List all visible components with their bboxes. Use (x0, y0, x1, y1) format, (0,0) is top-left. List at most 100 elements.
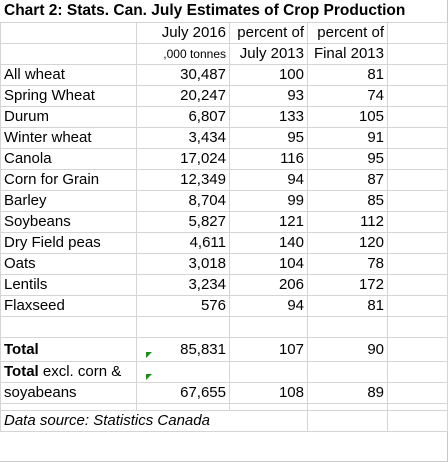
header-cell[interactable]: Final 2013 (307, 43, 388, 65)
tonnes-cell[interactable]: 5,827 (136, 211, 230, 233)
crop-name-cell[interactable]: Soybeans (0, 211, 137, 233)
pct-july-2013-cell[interactable]: 104 (229, 253, 308, 275)
total-excl-label[interactable]: Total excl. corn & (0, 361, 137, 383)
empty-cell[interactable] (307, 361, 388, 383)
comment-indicator-icon[interactable] (146, 374, 152, 380)
empty-cell[interactable] (387, 190, 448, 212)
total-pct-july[interactable]: 107 (229, 337, 308, 362)
pct-july-2013-cell[interactable]: 94 (229, 295, 308, 317)
crop-name-cell[interactable]: Lentils (0, 274, 137, 296)
empty-cell[interactable] (387, 253, 448, 275)
pct-final-2013-cell[interactable]: 91 (307, 127, 388, 149)
total-excl-label-line2[interactable]: soyabeans (0, 382, 137, 404)
pct-july-2013-cell[interactable]: 95 (229, 127, 308, 149)
pct-july-2013-cell[interactable]: 121 (229, 211, 308, 233)
empty-cell[interactable] (307, 403, 388, 411)
total-excl-pct-final[interactable]: 89 (307, 382, 388, 404)
tonnes-cell[interactable]: 6,807 (136, 106, 230, 128)
pct-final-2013-cell[interactable]: 81 (307, 295, 388, 317)
empty-cell[interactable] (387, 295, 448, 317)
data-source-note[interactable]: Data source: Statistics Canada (0, 410, 308, 432)
tonnes-cell[interactable]: 17,024 (136, 148, 230, 170)
empty-cell[interactable] (387, 169, 448, 191)
crop-name-cell[interactable]: All wheat (0, 64, 137, 86)
comment-indicator-icon[interactable] (146, 352, 152, 358)
empty-cell[interactable] (229, 316, 308, 338)
tonnes-cell[interactable]: 30,487 (136, 64, 230, 86)
table-row: Winter wheat 3,434 95 91 (0, 127, 448, 149)
pct-final-2013-cell[interactable]: 85 (307, 190, 388, 212)
empty-cell[interactable] (136, 403, 230, 411)
pct-final-2013-cell[interactable]: 81 (307, 64, 388, 86)
crop-name-cell[interactable]: Spring Wheat (0, 85, 137, 107)
tonnes-cell[interactable]: 3,234 (136, 274, 230, 296)
empty-cell[interactable] (0, 316, 137, 338)
crop-name-cell[interactable]: Oats (0, 253, 137, 275)
empty-cell[interactable] (229, 403, 308, 411)
tonnes-cell[interactable]: 3,434 (136, 127, 230, 149)
tonnes-cell[interactable]: 12,349 (136, 169, 230, 191)
pct-july-2013-cell[interactable]: 116 (229, 148, 308, 170)
empty-cell[interactable] (136, 316, 230, 338)
header-cell[interactable] (0, 43, 137, 65)
empty-cell[interactable] (387, 274, 448, 296)
empty-cell[interactable] (387, 361, 448, 383)
total-label[interactable]: Total (0, 337, 137, 362)
empty-cell[interactable] (387, 64, 448, 86)
header-cell[interactable] (0, 22, 137, 44)
empty-cell[interactable] (387, 106, 448, 128)
pct-july-2013-cell[interactable]: 100 (229, 64, 308, 86)
total-excl-tonnes[interactable]: 67,655 (136, 382, 230, 404)
pct-final-2013-cell[interactable]: 95 (307, 148, 388, 170)
crop-name-cell[interactable]: Corn for Grain (0, 169, 137, 191)
tonnes-cell[interactable]: 4,611 (136, 232, 230, 254)
pct-final-2013-cell[interactable]: 112 (307, 211, 388, 233)
pct-final-2013-cell[interactable]: 105 (307, 106, 388, 128)
header-cell[interactable]: percent of (229, 22, 308, 44)
header-cell[interactable]: percent of (307, 22, 388, 44)
empty-cell[interactable] (387, 43, 448, 65)
pct-july-2013-cell[interactable]: 99 (229, 190, 308, 212)
empty-cell[interactable] (387, 127, 448, 149)
empty-cell[interactable] (387, 85, 448, 107)
empty-cell[interactable] (387, 337, 448, 362)
pct-july-2013-cell[interactable]: 133 (229, 106, 308, 128)
empty-cell[interactable] (387, 316, 448, 338)
pct-final-2013-cell[interactable]: 87 (307, 169, 388, 191)
crop-name-cell[interactable]: Barley (0, 190, 137, 212)
pct-final-2013-cell[interactable]: 78 (307, 253, 388, 275)
total-pct-final[interactable]: 90 (307, 337, 388, 362)
pct-july-2013-cell[interactable]: 94 (229, 169, 308, 191)
tonnes-cell[interactable]: 8,704 (136, 190, 230, 212)
empty-cell[interactable] (387, 148, 448, 170)
crop-name-cell[interactable]: Canola (0, 148, 137, 170)
pct-july-2013-cell[interactable]: 206 (229, 274, 308, 296)
empty-cell[interactable] (387, 22, 448, 44)
crop-name-cell[interactable]: Flaxseed (0, 295, 137, 317)
tonnes-cell[interactable]: 576 (136, 295, 230, 317)
empty-cell[interactable] (387, 410, 448, 432)
pct-final-2013-cell[interactable]: 74 (307, 85, 388, 107)
empty-cell[interactable] (0, 403, 137, 411)
pct-july-2013-cell[interactable]: 93 (229, 85, 308, 107)
header-cell[interactable]: ,000 tonnes (136, 43, 230, 65)
empty-cell[interactable] (307, 410, 388, 432)
empty-cell[interactable] (229, 361, 308, 383)
header-cell[interactable]: July 2016 (136, 22, 230, 44)
crop-name-cell[interactable]: Durum (0, 106, 137, 128)
empty-cell[interactable] (387, 211, 448, 233)
empty-cell[interactable] (387, 403, 448, 411)
table-row: Canola 17,024 116 95 (0, 148, 448, 170)
pct-july-2013-cell[interactable]: 140 (229, 232, 308, 254)
total-excl-pct-july[interactable]: 108 (229, 382, 308, 404)
header-cell[interactable]: July 2013 (229, 43, 308, 65)
empty-cell[interactable] (387, 382, 448, 404)
pct-final-2013-cell[interactable]: 120 (307, 232, 388, 254)
crop-name-cell[interactable]: Dry Field peas (0, 232, 137, 254)
empty-cell[interactable] (307, 316, 388, 338)
crop-name-cell[interactable]: Winter wheat (0, 127, 137, 149)
tonnes-cell[interactable]: 3,018 (136, 253, 230, 275)
pct-final-2013-cell[interactable]: 172 (307, 274, 388, 296)
tonnes-cell[interactable]: 20,247 (136, 85, 230, 107)
empty-cell[interactable] (387, 232, 448, 254)
